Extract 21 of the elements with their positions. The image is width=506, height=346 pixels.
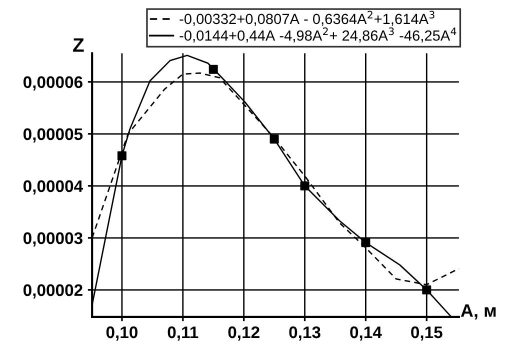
legend-label: -0,0144+0,44A -4,98A$^{2}$+ 24,86A$^{3}$ -46,25A$^{4}$ bbox=[180, 27, 456, 42]
y-tick-label: 0,00002 bbox=[23, 284, 82, 299]
x-tick-label: 0,11 bbox=[168, 326, 198, 341]
point bbox=[422, 285, 432, 294]
y-axis-title: Z bbox=[73, 38, 84, 52]
y-tick-label: 0,00005 bbox=[23, 128, 83, 143]
x-tick-label: 0,15 bbox=[411, 326, 442, 341]
point bbox=[270, 134, 279, 144]
x-axis-title: A, м bbox=[460, 304, 496, 320]
x-tick-label: 0,14 bbox=[350, 326, 382, 341]
y-tick-label: 0,00006 bbox=[23, 76, 82, 91]
y-tick-label: 0,00003 bbox=[23, 232, 82, 247]
point bbox=[117, 151, 126, 160]
y-tick-label: 0,00004 bbox=[23, 180, 83, 195]
point bbox=[361, 238, 370, 248]
x-tick-label: 0,10 bbox=[106, 326, 138, 341]
point bbox=[208, 64, 218, 74]
x-tick-label: 0,13 bbox=[289, 326, 320, 341]
x-tick-label: 0,12 bbox=[228, 326, 260, 341]
legend-label: -0,00332+0,0807A - 0,6364A$^{2}$+1,614A$^{3}$ bbox=[180, 10, 434, 26]
point bbox=[300, 181, 310, 190]
